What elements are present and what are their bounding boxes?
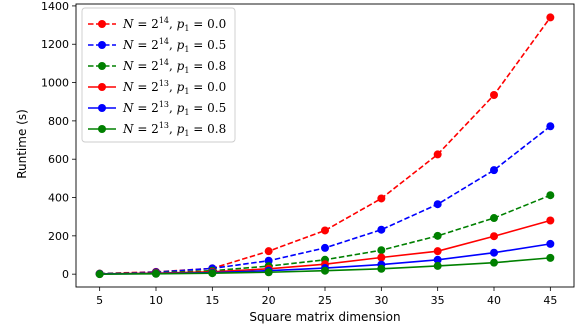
y-tick-label: 800 [48, 115, 69, 128]
legend-marker [98, 62, 106, 70]
x-axis-label: Square matrix dimension [249, 310, 400, 324]
x-tick-label: 10 [149, 294, 163, 307]
legend-marker [98, 41, 106, 49]
legend-marker [98, 104, 106, 112]
legend-marker [98, 125, 106, 133]
legend-label: N = 214, p1 = 0.0 [122, 16, 226, 33]
data-point [151, 269, 160, 278]
data-point [433, 231, 442, 240]
legend: N = 214, p1 = 0.0 N = 214, p1 = 0.5 N = 21… [81, 7, 236, 143]
y-tick-label: 200 [48, 230, 69, 243]
data-point [490, 91, 499, 100]
legend-item: N = 214, p1 = 0.5 [88, 37, 226, 54]
x-tick-label: 5 [96, 294, 103, 307]
data-point [377, 246, 386, 255]
legend-marker [98, 83, 106, 91]
x-tick-label: 30 [374, 294, 388, 307]
data-point [377, 264, 386, 273]
y-tick-label: 1400 [41, 0, 69, 13]
legend-item: N = 213, p1 = 0.5 [88, 100, 226, 117]
legend-label: N = 214, p1 = 0.5 [122, 37, 226, 54]
legend-item: N = 214, p1 = 0.8 [88, 58, 226, 75]
y-tick-label: 1200 [41, 38, 69, 51]
data-point [546, 122, 555, 131]
data-point [321, 226, 329, 235]
data-point [546, 253, 555, 262]
legend-item: N = 214, p1 = 0.0 [88, 16, 226, 33]
legend-item: N = 213, p1 = 0.8 [88, 121, 226, 138]
x-tick-label: 40 [487, 294, 501, 307]
y-axis-label: Runtime (s) [15, 109, 29, 179]
data-point [433, 247, 442, 256]
data-point [490, 258, 499, 267]
data-point [490, 232, 499, 241]
data-point [433, 255, 442, 264]
legend-label: N = 213, p1 = 0.0 [122, 79, 226, 96]
x-tick-label: 25 [318, 294, 332, 307]
data-point [264, 268, 273, 277]
data-point [264, 247, 273, 256]
data-point [433, 150, 442, 159]
y-tick-label: 600 [48, 153, 69, 166]
x-tick-label: 45 [543, 294, 557, 307]
y-tick-label: 1000 [41, 77, 69, 90]
data-point [321, 266, 329, 275]
y-tick-label: 0 [62, 268, 69, 281]
data-point [95, 270, 104, 279]
data-point [490, 248, 499, 257]
legend-item: N = 213, p1 = 0.0 [88, 79, 226, 96]
y-tick-label: 400 [48, 192, 69, 205]
legend-label: N = 213, p1 = 0.5 [122, 100, 226, 117]
data-point [490, 214, 499, 223]
data-point [377, 194, 386, 203]
legend-label: N = 213, p1 = 0.8 [122, 121, 226, 138]
data-point [433, 200, 442, 209]
data-point [490, 166, 499, 175]
legend-label: N = 214, p1 = 0.8 [122, 58, 226, 75]
legend-marker [98, 20, 106, 28]
data-point [546, 13, 555, 22]
data-point [377, 225, 386, 234]
legend-box [81, 7, 236, 143]
data-point [433, 261, 442, 270]
data-point [546, 239, 555, 248]
x-tick-label: 35 [431, 294, 445, 307]
x-tick-label: 20 [262, 294, 276, 307]
data-point [546, 216, 555, 225]
data-point [208, 269, 217, 278]
data-point [377, 253, 386, 262]
plot-frame [75, 3, 575, 288]
data-point [321, 243, 329, 252]
data-point [546, 191, 555, 200]
x-tick-label: 15 [205, 294, 219, 307]
